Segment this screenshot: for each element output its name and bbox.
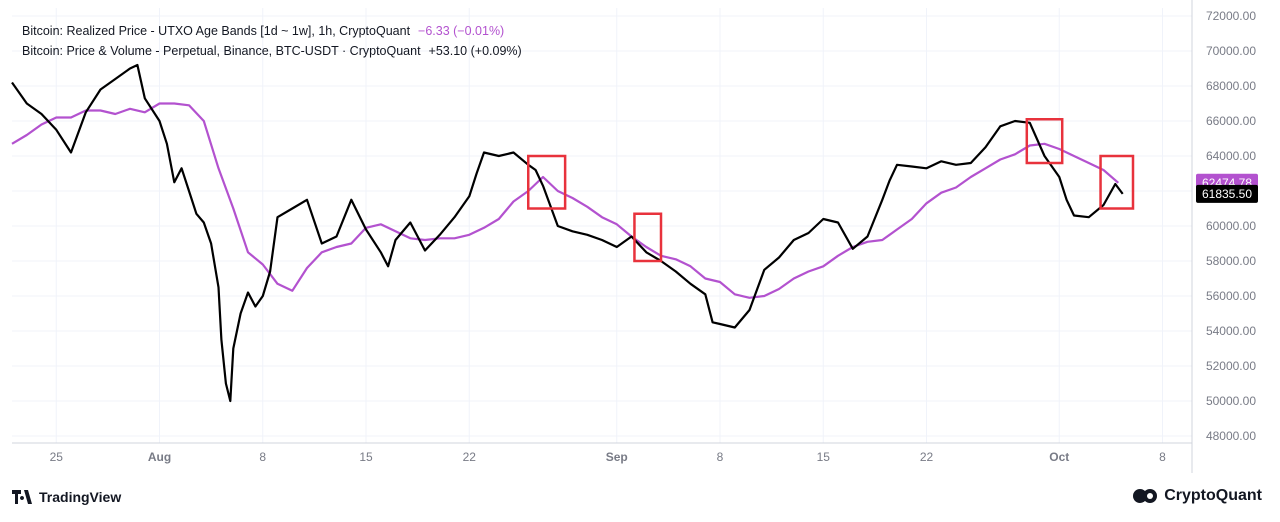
legend-price-change: +53.10 (+0.09%) [428,44,522,58]
x-tick-label: Oct [1049,450,1069,464]
x-tick-label: 22 [463,450,477,464]
price-last-value-bg [1196,184,1258,203]
highlight-box [527,154,567,210]
y-tick-label: 60000.00 [1206,219,1256,233]
x-tick-label: 8 [717,450,724,464]
cryptoquant-logo-icon [1133,489,1158,503]
x-tick-label: 25 [50,450,64,464]
legend-realized-change: −6.33 (−0.01%) [418,24,505,38]
cryptoquant-brand: CryptoQuant [1132,487,1262,505]
y-tick-label: 70000.00 [1206,44,1256,58]
y-tick-label: 68000.00 [1206,79,1256,93]
y-tick-label: 48000.00 [1206,429,1256,443]
tradingview-label: TradingView [39,489,122,505]
y-tick-label: 56000.00 [1206,289,1256,303]
x-tick-label: Sep [606,450,628,464]
y-tick-label: 54000.00 [1206,324,1256,338]
price-series-line [11,63,1124,403]
price-last-value: 61835.50 [1202,187,1252,201]
y-tick-label: 50000.00 [1206,394,1256,408]
legend-realized-price: Bitcoin: Realized Price - UTXO Age Bands… [22,24,504,38]
highlight-box [633,212,663,263]
y-tick-label: 64000.00 [1206,149,1256,163]
cryptoquant-label: CryptoQuant [1164,487,1262,504]
y-tick-label: 58000.00 [1206,254,1256,268]
legend-realized-label: Bitcoin: Realized Price - UTXO Age Bands… [22,24,411,38]
y-tick-label: 66000.00 [1206,114,1256,128]
legend-price-volume: Bitcoin: Price & Volume - Perpetual, Bin… [22,44,522,58]
highlight-box [1025,118,1064,165]
x-tick-label: 8 [1159,450,1166,464]
y-tick-label: 72000.00 [1206,9,1256,23]
x-tick-label: 15 [817,450,831,464]
legend-price-label: Bitcoin: Price & Volume - Perpetual, Bin… [22,44,421,58]
highlight-box [1099,154,1135,210]
x-tick-label: 15 [359,450,373,464]
x-tick-label: 8 [259,450,266,464]
x-tick-label: 22 [920,450,934,464]
tradingview-logo-icon [12,490,32,504]
y-tick-label: 52000.00 [1206,359,1256,373]
x-tick-label: Aug [148,450,171,464]
tradingview-brand[interactable]: TradingView [12,489,121,505]
